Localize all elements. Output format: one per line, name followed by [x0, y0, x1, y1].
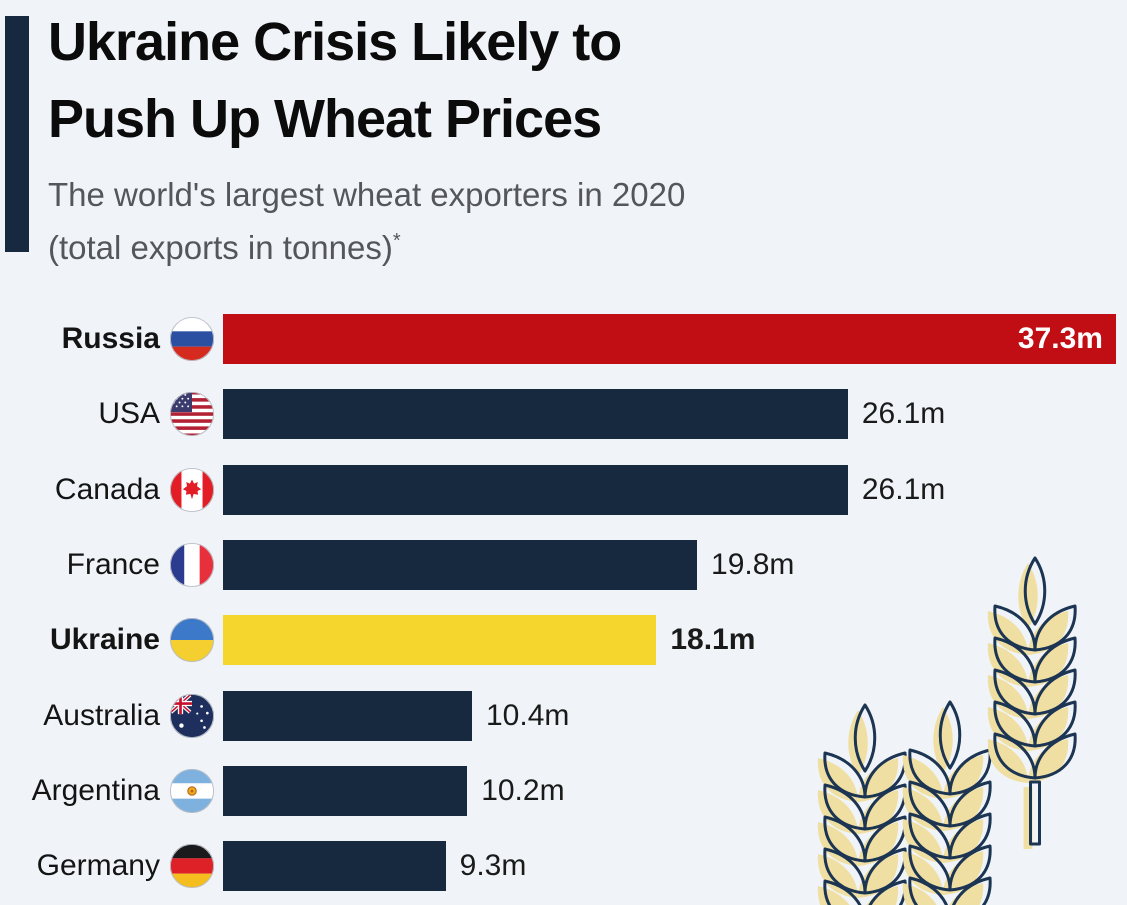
russia-flag-icon: [169, 316, 215, 362]
bar: 37.3m: [223, 314, 1116, 364]
usa-flag-icon: [169, 391, 215, 437]
chart-row: Russia 37.3m: [0, 314, 1127, 364]
value-label: 37.3m: [1017, 322, 1103, 355]
bar: [223, 615, 657, 666]
country-label: Russia: [61, 322, 160, 355]
country-label: Germany: [36, 849, 160, 883]
bar: [223, 389, 848, 440]
bar: [223, 841, 446, 892]
australia-flag-icon: [169, 693, 215, 739]
footnote-asterisk: *: [392, 230, 401, 252]
france-flag-icon: [169, 542, 215, 588]
title-line-2: Push Up Wheat Prices: [48, 89, 602, 149]
chart-row: Ukraine 18.1m: [0, 615, 1127, 666]
canada-flag-icon: [169, 467, 215, 513]
subtitle-line-2: (total exports in tonnes)*: [48, 229, 401, 266]
country-label: Australia: [43, 698, 160, 732]
country-label: France: [66, 547, 160, 581]
chart-row: Argentina 10.2m: [0, 765, 1127, 816]
value-label: 26.1m: [861, 472, 946, 506]
chart-row: France 19.8m: [0, 539, 1127, 590]
value-label: 18.1m: [670, 623, 756, 657]
subtitle-line-1: The world's largest wheat exporters in 2…: [48, 176, 686, 213]
country-label: USA: [98, 397, 160, 431]
value-label: 19.8m: [711, 547, 795, 581]
country-label: Canada: [54, 472, 160, 506]
page-title: Ukraine Crisis Likely to Push Up Wheat P…: [48, 4, 622, 158]
value-label: 26.1m: [861, 397, 946, 431]
chart-row: USA 26.1m: [0, 389, 1127, 440]
chart-row: Australia 10.4m: [0, 690, 1127, 741]
germany-flag-icon: [169, 843, 215, 889]
bar: [223, 690, 472, 741]
ukraine-flag-icon: [169, 617, 215, 663]
bar: [223, 464, 848, 515]
argentina-flag-icon: [169, 768, 215, 814]
value-label: 10.4m: [485, 698, 570, 732]
bar: [223, 539, 698, 590]
title-accent-bar: [5, 16, 29, 252]
country-label: Argentina: [31, 773, 160, 807]
bar: [223, 765, 468, 816]
chart-row: Germany 9.3m: [0, 841, 1127, 892]
chart-subtitle: The world's largest wheat exporters in 2…: [48, 171, 685, 271]
value-label: 10.2m: [481, 773, 565, 807]
value-label: 9.3m: [459, 849, 527, 883]
country-label: Ukraine: [49, 623, 160, 657]
chart-row: Canada 26.1m: [0, 464, 1127, 515]
title-line-1: Ukraine Crisis Likely to: [48, 12, 622, 72]
